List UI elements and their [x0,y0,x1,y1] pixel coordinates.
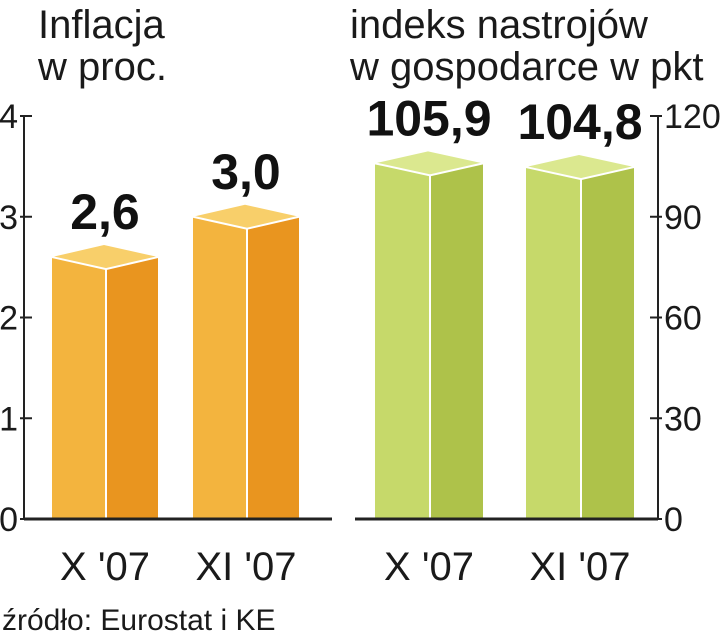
inflation-tick-label-3: 3 [0,199,18,237]
inflation-tick-label-0: 0 [0,501,18,539]
sentiment-category-label-1: X '07 [384,545,474,589]
inflation-bar-2-side [247,216,299,519]
inflation-title-line-2: w proc. [37,45,167,89]
inflation-tick-label-1: 1 [0,400,18,438]
inflation-tick-label-4: 4 [0,98,18,136]
inflation-value-label-1: 2,6 [70,184,140,240]
sentiment-category-label-2: XI '07 [529,545,630,589]
sentiment-title-line-2: w gospodarce w pkt [349,45,704,89]
inflation-category-label-1: X '07 [60,545,150,589]
inflation-bar-2-front [193,216,247,519]
sentiment-tick-label-60: 60 [664,300,702,338]
sentiment-bar-1 [374,151,484,520]
inflation-bar-1 [51,245,159,519]
inflation-value-label-2: 3,0 [211,144,281,200]
inflation-category-label-2: XI '07 [195,545,296,589]
sentiment-bar-2-front [526,167,581,519]
sentiment-value-label-1: 105,9 [366,90,491,146]
sentiment-bar-1-side [430,163,483,520]
inflation-bar-2 [192,204,300,519]
sentiment-title-line-1: indeks nastrojów [350,3,648,47]
sentiment-tick-label-0: 0 [664,501,683,539]
inflation-title-line-1: Inflacja [38,3,165,47]
sentiment-bar-2-side [581,167,634,519]
inflation-tick-label-2: 2 [0,300,18,338]
sentiment-bar-1-front [375,163,430,520]
sentiment-bar-2 [525,155,635,519]
sentiment-tick-label-30: 30 [664,400,702,438]
source-note: źródło: Eurostat i KE [2,604,275,637]
inflation-bar-1-front [52,257,106,519]
sentiment-tick-label-90: 90 [664,199,702,237]
inflation-bar-1-side [106,257,158,519]
sentiment-tick-label-120: 120 [664,98,720,136]
sentiment-value-label-2: 104,8 [517,94,642,150]
